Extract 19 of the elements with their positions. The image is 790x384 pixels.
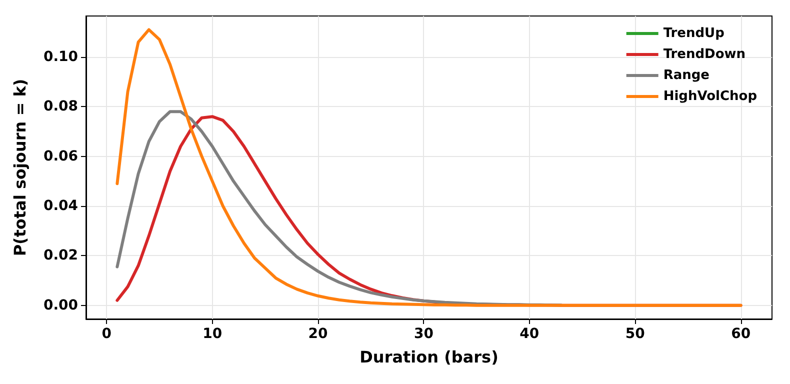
x-tick-label: 10 [202, 326, 222, 342]
x-tick-label: 20 [308, 326, 328, 342]
y-tick-label: 0.04 [43, 198, 78, 214]
x-tick-label: 40 [520, 326, 540, 342]
y-tick-label: 0.06 [43, 148, 78, 164]
legend-label: Range [663, 68, 710, 83]
x-tick-label: 0 [102, 326, 112, 342]
x-tick-label: 60 [731, 326, 751, 342]
y-axis-title: P(total sojourn = k) [10, 78, 30, 256]
legend-label: TrendUp [663, 26, 724, 41]
y-tick-label: 0.08 [43, 98, 78, 115]
x-tick-label: 30 [414, 326, 434, 342]
y-tick-label: 0.10 [43, 48, 78, 65]
legend-label: TrendDown [663, 47, 746, 62]
y-tick-label: 0.02 [43, 248, 78, 264]
x-tick-label: 50 [625, 326, 646, 342]
x-axis-title: Duration (bars) [360, 348, 498, 366]
legend-label: HighVolChop [663, 89, 758, 104]
y-tick-label: 0.00 [43, 297, 78, 314]
